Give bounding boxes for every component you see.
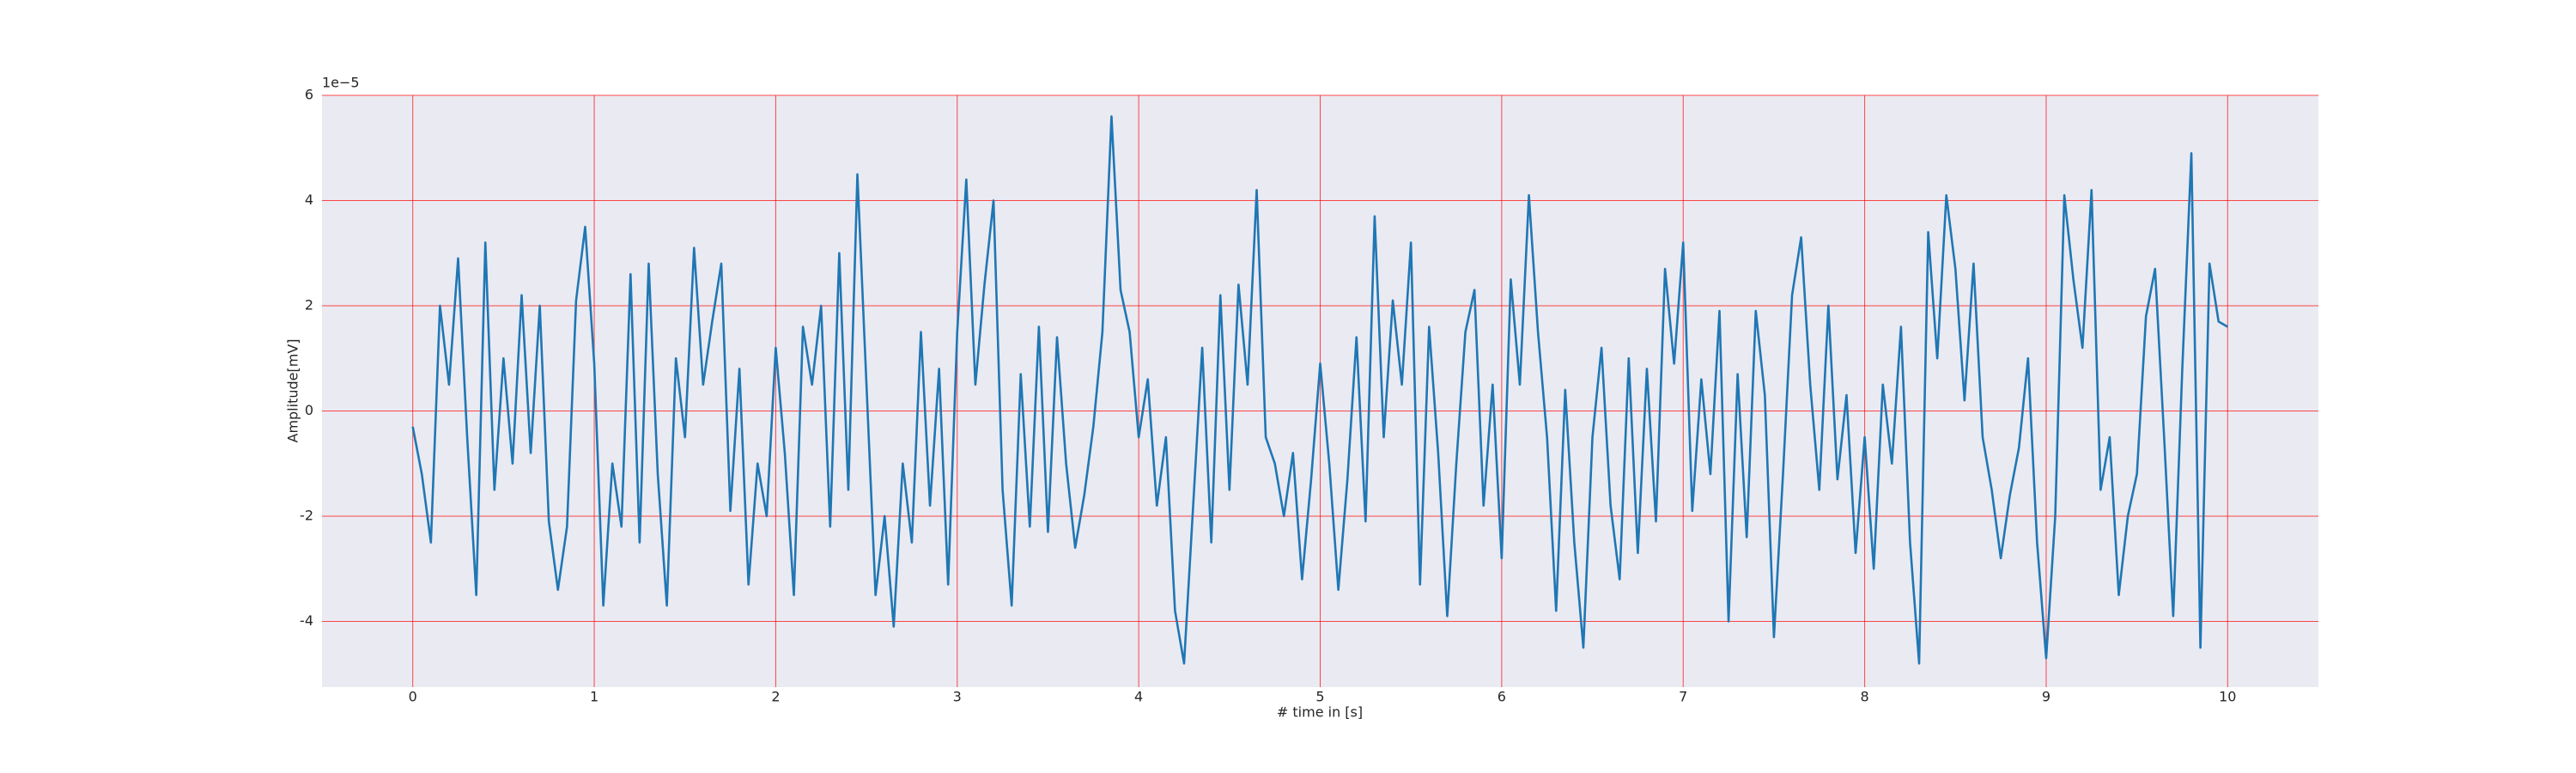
x-tick-label: 5: [1315, 689, 1324, 705]
y-tick-label: -4: [300, 612, 313, 629]
x-tick-label: 3: [953, 689, 962, 705]
x-tick-label: 7: [1679, 689, 1687, 705]
x-tick-label: 8: [1860, 689, 1868, 705]
x-tick-label: 0: [409, 689, 417, 705]
x-tick-label: 4: [1134, 689, 1143, 705]
y-tick-label: 0: [305, 402, 313, 418]
x-tick-label: 6: [1498, 689, 1506, 705]
y-axis-label: Amplitude[mV]: [285, 338, 301, 442]
y-tick-label: 4: [305, 192, 313, 208]
signal-line: [411, 115, 2228, 665]
y-offset-label: 1e−5: [322, 75, 360, 91]
y-tick-label: 2: [305, 296, 313, 313]
x-tick-label: 10: [2219, 689, 2236, 705]
x-tick-label: 1: [590, 689, 598, 705]
y-tick-label: -2: [300, 507, 313, 523]
x-tick-label: 2: [771, 689, 780, 705]
y-tick-label: 6: [305, 87, 313, 103]
x-tick-label: 9: [2042, 689, 2050, 705]
x-axis-label: # time in [s]: [1277, 704, 1363, 721]
